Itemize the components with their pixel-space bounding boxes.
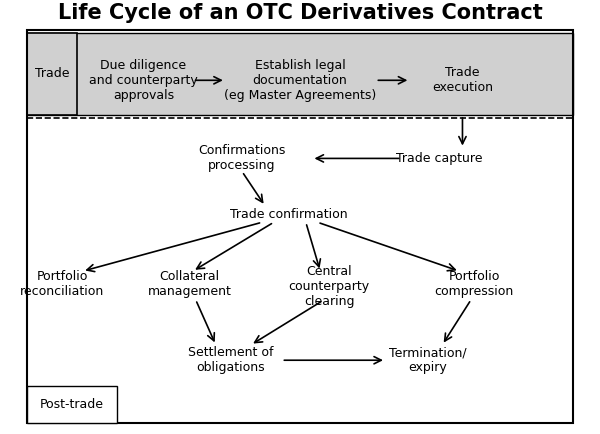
Text: Life Cycle of an OTC Derivatives Contract: Life Cycle of an OTC Derivatives Contrac…: [58, 3, 542, 23]
Bar: [27, 33, 573, 115]
Text: Trade: Trade: [35, 67, 69, 80]
Text: Termination/
expiry: Termination/ expiry: [389, 346, 466, 374]
Bar: [27, 386, 117, 423]
Text: Establish legal
documentation
(eg Master Agreements): Establish legal documentation (eg Master…: [224, 59, 376, 102]
Text: Collateral
management: Collateral management: [148, 270, 232, 298]
Bar: [27, 33, 77, 115]
Text: Portfolio
reconciliation: Portfolio reconciliation: [20, 270, 104, 298]
Text: Trade
execution: Trade execution: [432, 66, 493, 94]
Text: Trade confirmation: Trade confirmation: [230, 208, 347, 221]
Text: Confirmations
processing: Confirmations processing: [198, 145, 286, 172]
Text: Settlement of
obligations: Settlement of obligations: [188, 346, 273, 374]
Text: Due diligence
and counterparty
approvals: Due diligence and counterparty approvals: [89, 59, 198, 102]
Text: Portfolio
compression: Portfolio compression: [434, 270, 514, 298]
Text: Trade capture: Trade capture: [396, 152, 482, 165]
Text: Central
counterparty
clearing: Central counterparty clearing: [289, 265, 370, 308]
Text: Post-trade: Post-trade: [40, 398, 104, 411]
